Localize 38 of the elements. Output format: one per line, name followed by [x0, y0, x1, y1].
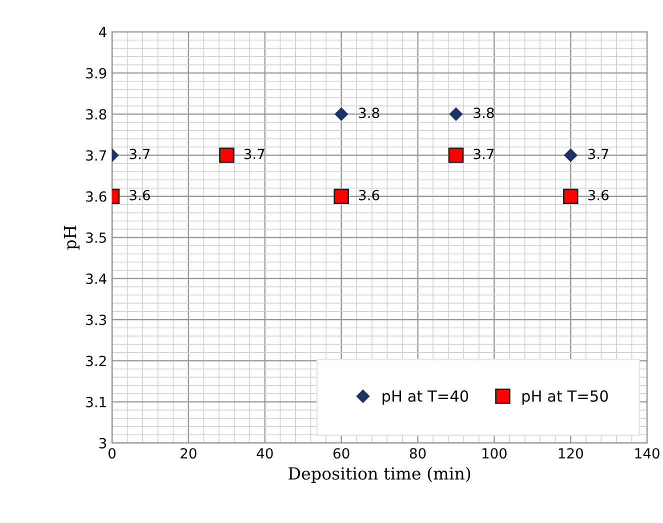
y-tick-label: 3.8 [86, 109, 106, 120]
point [563, 188, 578, 204]
point [564, 148, 578, 162]
x-tick-label: 0 [108, 448, 116, 459]
point [449, 108, 463, 121]
data-label: 3.8 [474, 108, 494, 118]
y-tick-label: 4 [99, 27, 106, 38]
data-label: 3.6 [359, 190, 380, 200]
y-tick-label: 3.1 [86, 396, 106, 408]
data-label: 3.7 [588, 148, 608, 160]
y-tick-label: 3.4 [86, 274, 106, 284]
legend-label: pH at T=40 [382, 390, 468, 405]
data-label: 3.7 [130, 148, 150, 160]
legend-label: pH at T=50 [522, 390, 608, 405]
y-tick-label: 3.6 [86, 191, 106, 202]
y-tick-label: 3 [99, 438, 106, 448]
point [334, 188, 349, 204]
x-tick-label: 80 [410, 448, 426, 459]
data-label: 3.6 [130, 190, 150, 200]
x-tick-label: 20 [180, 448, 196, 459]
y-tick-label: 3.5 [86, 232, 106, 243]
data-label: 3.6 [588, 190, 609, 200]
x-tick-label: 100 [482, 448, 507, 459]
data-label: 3.7 [474, 148, 494, 160]
y-tick-label: 3.7 [86, 150, 106, 161]
data-label: 3.7 [244, 148, 264, 160]
point [448, 148, 464, 163]
x-tick-label: 40 [256, 448, 273, 459]
x-tick-label: 120 [558, 448, 583, 459]
point [334, 108, 348, 121]
y-tick-label: 3.3 [86, 314, 106, 326]
x-tick-label: 140 [635, 448, 660, 459]
y-tick-label: 3.9 [86, 68, 106, 78]
data-label: 3.8 [359, 108, 380, 118]
y-tick-label: 3.2 [86, 356, 106, 366]
y-axis-title: pH [64, 226, 80, 250]
x-tick-label: 60 [333, 448, 350, 459]
x-axis-title: Deposition time (min) [288, 466, 470, 483]
